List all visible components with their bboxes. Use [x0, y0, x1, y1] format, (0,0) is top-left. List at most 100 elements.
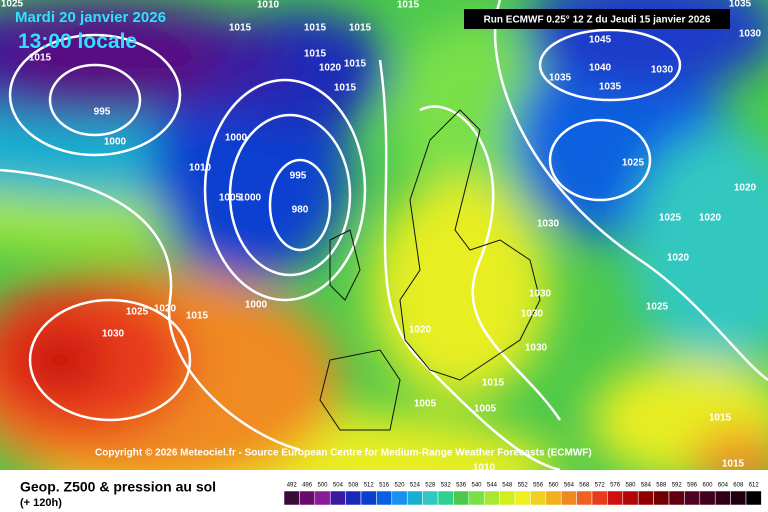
scale-swatch: [391, 490, 408, 506]
scale-swatch: [560, 490, 577, 506]
scale-swatch: [483, 490, 500, 506]
isobar-label: 1015: [344, 59, 367, 70]
isobar-label: 1030: [521, 309, 544, 320]
lead-time: (+ 120h): [20, 497, 62, 509]
isobar-label: 1015: [304, 49, 327, 60]
scale-label: 504: [333, 483, 344, 489]
isobar-label: 1010: [257, 0, 280, 11]
isobar-label: 1010: [189, 163, 212, 174]
scale-label: 576: [610, 483, 621, 489]
scale-label: 600: [702, 483, 713, 489]
scale-label: 548: [502, 483, 513, 489]
scale-swatch: [422, 490, 439, 506]
isobars: [0, 0, 768, 470]
isobar-label: 1015: [229, 23, 252, 34]
scale-swatch: [406, 490, 423, 506]
scale-swatch: [653, 490, 670, 506]
isobar-label: 1025: [1, 0, 24, 10]
isobar-label: 1005: [474, 404, 497, 415]
scale-swatch: [684, 490, 701, 506]
scale-swatch: [499, 490, 516, 506]
scale-swatch: [376, 490, 393, 506]
isobar-label: 1025: [126, 307, 149, 318]
scale-label: 496: [302, 483, 313, 489]
run-box: [464, 9, 730, 29]
scale-label: 500: [317, 483, 328, 489]
isobar-label: 995: [290, 171, 307, 182]
isobar-label: 1025: [659, 213, 682, 224]
scale-swatch: [622, 490, 639, 506]
isobar-label: 1020: [409, 325, 432, 336]
isobar-label: 1015: [482, 378, 505, 389]
isobar-label: 1015: [186, 311, 209, 322]
scale-swatch: [699, 490, 716, 506]
run-info: Run ECMWF 0.25° 12 Z du Jeudi 15 janvier…: [484, 15, 711, 26]
scale-label: 552: [518, 483, 529, 489]
isobar-label: 1005: [414, 399, 437, 410]
isobar-label: 1025: [622, 158, 645, 169]
scale-swatch: [730, 490, 747, 506]
scale-swatch: [345, 490, 362, 506]
isobar-label: 1015: [709, 413, 732, 424]
scale-swatch: [468, 490, 485, 506]
scale-label: 520: [394, 483, 405, 489]
scale-swatch: [530, 490, 547, 506]
scale-label: 592: [672, 483, 683, 489]
isobar-label: 1035: [729, 0, 752, 10]
isobar-label: 1045: [589, 35, 612, 46]
forecast-date: Mardi 20 janvier 2026: [15, 9, 166, 26]
scale-swatch: [576, 490, 593, 506]
scale-label: 612: [749, 483, 760, 489]
scale-swatch: [607, 490, 624, 506]
isobar-label: 1000: [245, 300, 268, 311]
isobar-label: 1030: [529, 289, 552, 300]
scale-label: 572: [595, 483, 606, 489]
isobar-label: 1035: [599, 82, 622, 93]
isobar-label: 1030: [537, 219, 560, 230]
scale-label: 492: [287, 483, 298, 489]
scale-swatch: [329, 490, 346, 506]
isobar-label: 1015: [334, 83, 357, 94]
isobar-label: 1030: [525, 343, 548, 354]
scale-label: 544: [487, 483, 498, 489]
scale-swatch: [591, 490, 608, 506]
scale-swatch: [545, 490, 562, 506]
scale-swatch: [514, 490, 531, 506]
scale-swatch: [299, 490, 316, 506]
isobar-label: 1015: [29, 53, 52, 64]
isobar-label: 1015: [349, 23, 372, 34]
scale-swatch: [637, 490, 654, 506]
scale-swatch: [745, 490, 762, 506]
isobar-label: 1000: [104, 137, 127, 148]
scale-label: 560: [548, 483, 559, 489]
scale-swatch: [668, 490, 685, 506]
isobar-label: 1030: [739, 29, 762, 40]
isobar-label: 1020: [699, 213, 722, 224]
scale-label: 604: [718, 483, 729, 489]
isobar-label: 1010: [473, 463, 496, 474]
isobar-label: 1020: [734, 183, 757, 194]
isobar-label: 1035: [549, 73, 572, 84]
scale-label: 580: [625, 483, 636, 489]
scale-label: 564: [564, 483, 575, 489]
isobar-label: 1020: [319, 63, 342, 74]
isobar-label: 980: [292, 205, 309, 216]
isobar-label: 1000: [239, 193, 262, 204]
isobar-label: 1030: [102, 329, 125, 340]
isobar-label: 1005: [219, 193, 242, 204]
scale-label: 568: [579, 483, 590, 489]
isobar-label: 1030: [651, 65, 674, 76]
scale-swatch: [360, 490, 377, 506]
scale-label: 524: [410, 483, 421, 489]
isobar-label: 1025: [646, 302, 669, 313]
scale-label: 556: [533, 483, 544, 489]
scale-label: 532: [441, 483, 452, 489]
scale-label: 508: [348, 483, 359, 489]
isobar-label: 995: [94, 107, 111, 118]
scale-swatch: [437, 490, 454, 506]
isobar-label: 1020: [154, 304, 177, 315]
scale-label: 512: [364, 483, 375, 489]
scale-swatch: [283, 490, 300, 506]
scale-label: 608: [733, 483, 744, 489]
